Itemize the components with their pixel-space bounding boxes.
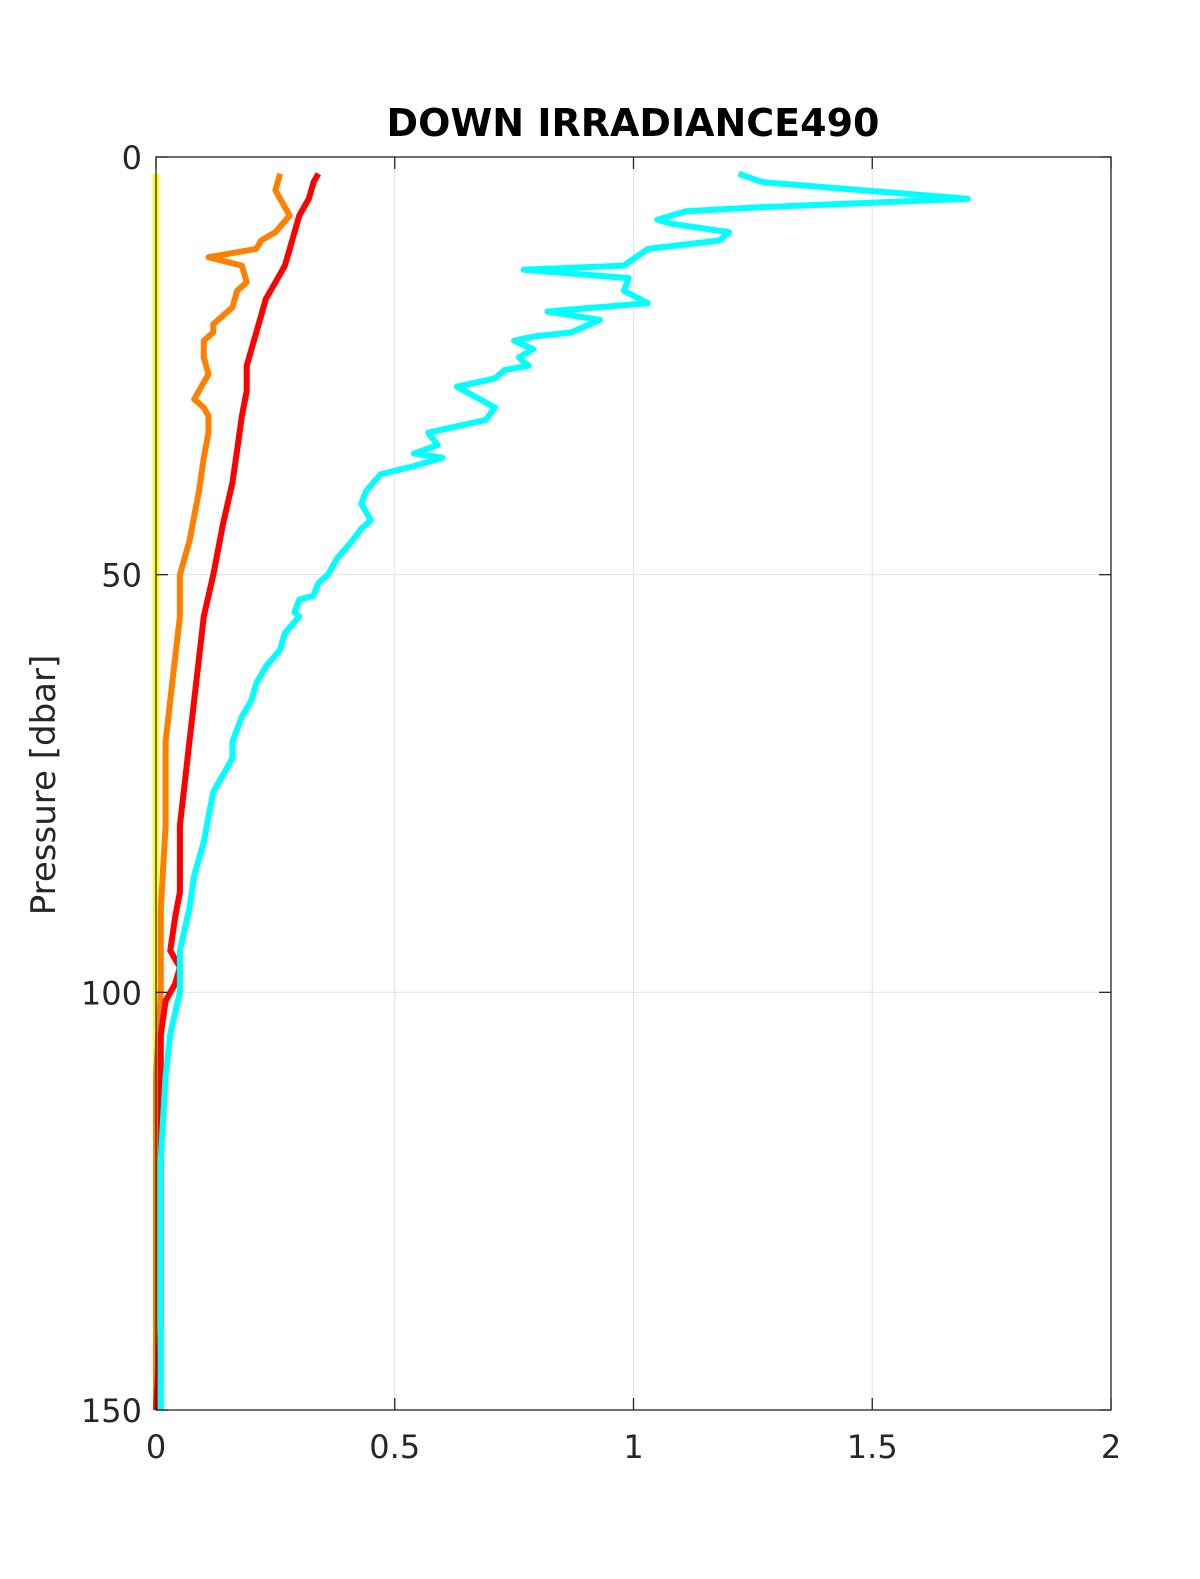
x-tick-label: 0 bbox=[146, 1428, 166, 1466]
y-tick-label: 150 bbox=[81, 1392, 142, 1430]
chart-title: DOWN IRRADIANCE490 bbox=[387, 101, 880, 145]
y-axis-label: Pressure [dbar] bbox=[24, 655, 64, 916]
y-tick-label: 50 bbox=[101, 557, 142, 595]
y-tick-label: 0 bbox=[122, 139, 142, 177]
x-tick-label: 2 bbox=[1101, 1428, 1121, 1466]
series-line-3 bbox=[153, 172, 322, 1411]
x-tick-label: 0.5 bbox=[369, 1428, 420, 1466]
series-line-4 bbox=[157, 170, 971, 1410]
x-tick-label: 1 bbox=[623, 1428, 643, 1466]
ticks: 0 0.5 1 1.5 2 0 50 100 150 bbox=[81, 139, 1121, 1466]
series-line-2 bbox=[153, 172, 293, 1410]
x-tick-label: 1.5 bbox=[847, 1428, 898, 1466]
y-tick-label: 100 bbox=[81, 974, 142, 1012]
